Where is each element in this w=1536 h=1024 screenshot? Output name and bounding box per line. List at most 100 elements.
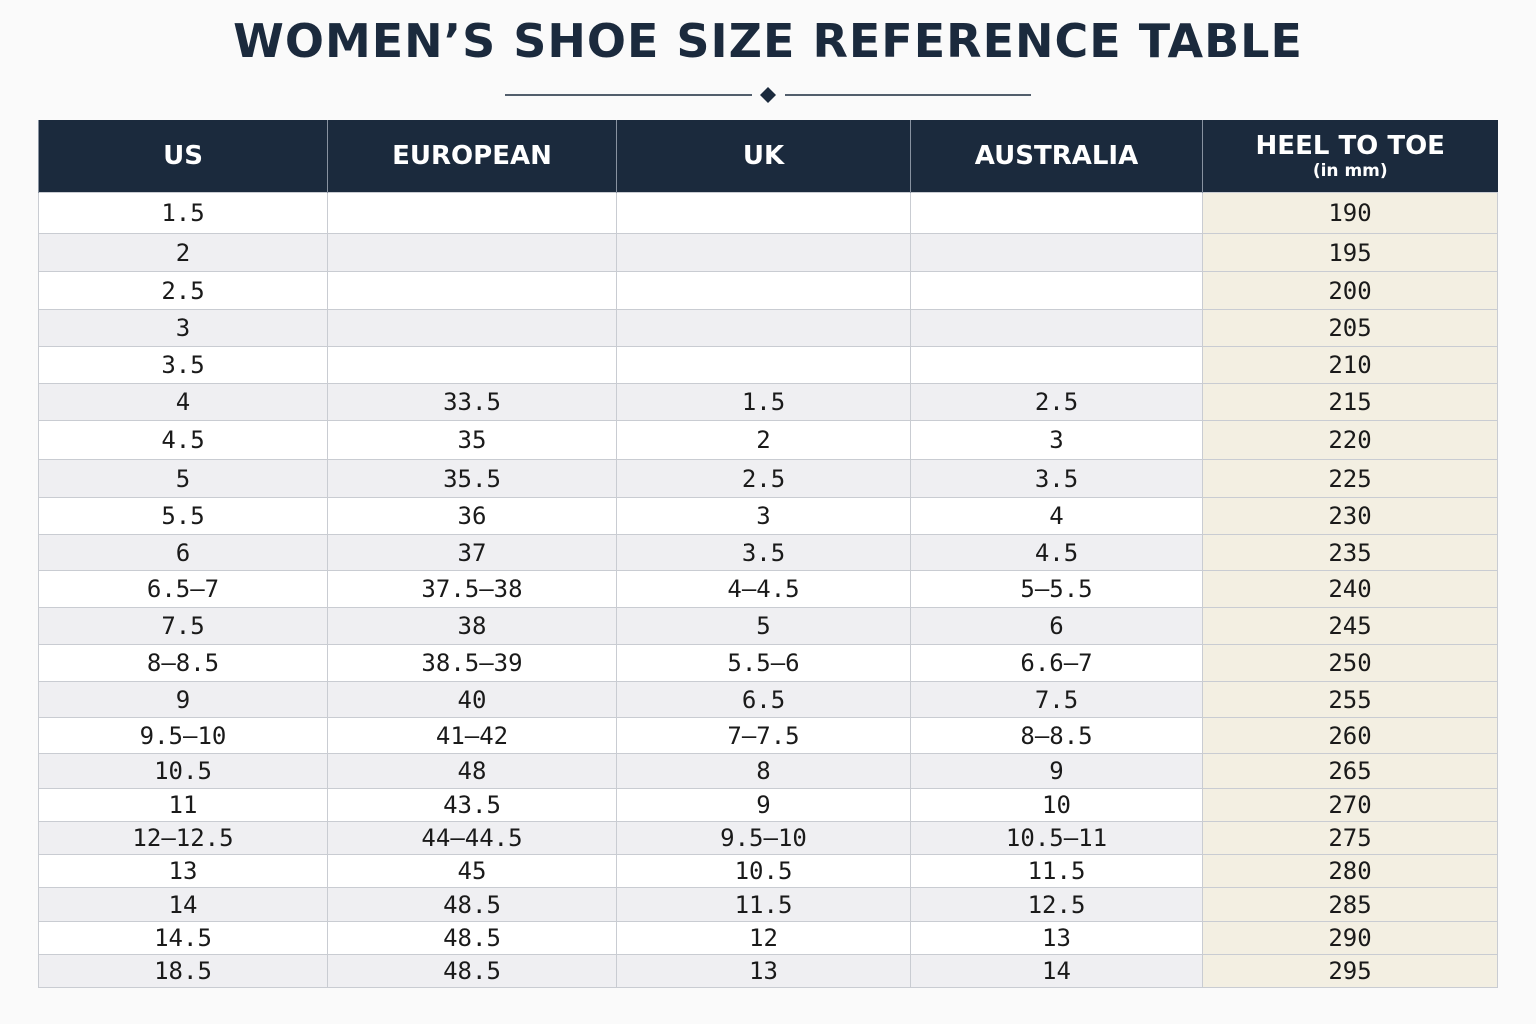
table-row: 10.5 48 8 9 265 (38, 753, 1498, 789)
table-cell: 1.5 (616, 383, 911, 421)
table-cell: 225 (1202, 459, 1498, 498)
table-cell: 48.5 (327, 921, 617, 955)
table-cell: 5 (616, 607, 911, 645)
table-cell: 12–12.5 (38, 821, 328, 855)
table-cell: 44–44.5 (327, 821, 617, 855)
table-row: 5.5 36 3 4 230 (38, 497, 1498, 535)
table-cell (327, 233, 617, 272)
table-cell: 14 (910, 954, 1203, 988)
table-cell (327, 271, 617, 310)
column-header: HEEL TO TOE (in mm) (1202, 120, 1498, 193)
table-cell: 210 (1202, 346, 1498, 384)
table-cell (616, 346, 911, 384)
table-cell: 6.5–7 (38, 570, 328, 608)
table-cell: 6.5 (616, 681, 911, 718)
table-cell: 205 (1202, 309, 1498, 347)
table-cell: 200 (1202, 271, 1498, 310)
table-cell: 10.5 (616, 854, 911, 888)
table-row: 13 45 10.5 11.5 280 (38, 854, 1498, 888)
table-cell: 35 (327, 420, 617, 460)
table-cell: 3.5 (910, 459, 1203, 498)
table-cell: 250 (1202, 644, 1498, 682)
table-cell: 5–5.5 (910, 570, 1203, 608)
table-cell (616, 271, 911, 310)
column-header-text: US (163, 141, 203, 171)
table-cell: 2.5 (616, 459, 911, 498)
table-cell: 6.6–7 (910, 644, 1203, 682)
table-cell: 43.5 (327, 788, 617, 822)
table-cell: 4 (38, 383, 328, 421)
column-header: UK (616, 120, 911, 193)
table-cell: 5 (38, 459, 328, 498)
table-cell: 255 (1202, 681, 1498, 718)
table-cell: 6 (38, 534, 328, 571)
table-cell: 33.5 (327, 383, 617, 421)
table-cell: 9 (38, 681, 328, 718)
table-cell: 7–7.5 (616, 717, 911, 754)
table-cell: 265 (1202, 753, 1498, 789)
table-cell: 1.5 (38, 192, 328, 234)
table-cell: 9 (910, 753, 1203, 789)
table-row: 18.5 48.5 13 14 295 (38, 954, 1498, 988)
table-row: 1.5 190 (38, 192, 1498, 234)
table-cell: 9.5–10 (616, 821, 911, 855)
column-header-text: AUSTRALIA (974, 141, 1139, 171)
table-cell (616, 233, 911, 272)
table-row: 14.5 48.5 12 13 290 (38, 921, 1498, 955)
table-cell: 11.5 (616, 887, 911, 922)
title-divider (505, 87, 1031, 103)
table-cell: 195 (1202, 233, 1498, 272)
column-unit: (in mm) (1312, 161, 1388, 181)
column-header-text: HEEL TO TOE (1255, 131, 1445, 161)
table-cell: 10 (910, 788, 1203, 822)
table-cell: 4 (910, 497, 1203, 535)
table-cell: 11.5 (910, 854, 1203, 888)
table-cell (910, 192, 1203, 234)
table-cell: 8–8.5 (38, 644, 328, 682)
table-cell: 7.5 (910, 681, 1203, 718)
table-cell: 240 (1202, 570, 1498, 608)
table-cell (616, 309, 911, 347)
table-cell: 36 (327, 497, 617, 535)
table-cell: 215 (1202, 383, 1498, 421)
table-row: 8–8.5 38.5–39 5.5–6 6.6–7 250 (38, 644, 1498, 682)
table-cell: 35.5 (327, 459, 617, 498)
table-cell: 37 (327, 534, 617, 571)
column-header: AUSTRALIA (910, 120, 1203, 193)
table-row: 2.5 200 (38, 271, 1498, 310)
table-cell: 3.5 (38, 346, 328, 384)
table-cell: 290 (1202, 921, 1498, 955)
table-cell: 13 (616, 954, 911, 988)
table-cell: 4.5 (38, 420, 328, 460)
table-cell (327, 346, 617, 384)
table-cell: 2 (616, 420, 911, 460)
table-cell: 275 (1202, 821, 1498, 855)
table-cell: 12 (616, 921, 911, 955)
table-row: 4.5 35 2 3 220 (38, 420, 1498, 460)
table-cell: 4–4.5 (616, 570, 911, 608)
table-cell: 2.5 (38, 271, 328, 310)
column-header: US (38, 120, 328, 193)
table-cell: 38 (327, 607, 617, 645)
table-cell: 37.5–38 (327, 570, 617, 608)
table-cell: 48 (327, 753, 617, 789)
table-cell: 9.5–10 (38, 717, 328, 754)
table-cell: 14 (38, 887, 328, 922)
table-cell (327, 309, 617, 347)
table-cell: 2.5 (910, 383, 1203, 421)
table-cell (910, 233, 1203, 272)
table-cell: 10.5–11 (910, 821, 1203, 855)
table-cell: 3 (38, 309, 328, 347)
table-cell: 14.5 (38, 921, 328, 955)
column-header-text: UK (742, 141, 785, 171)
table-cell: 235 (1202, 534, 1498, 571)
table-row: 11 43.5 9 10 270 (38, 788, 1498, 822)
table-cell (327, 192, 617, 234)
table-cell: 6 (910, 607, 1203, 645)
table-cell (910, 309, 1203, 347)
table-row: 3 205 (38, 309, 1498, 347)
table-cell: 11 (38, 788, 328, 822)
table-cell: 41–42 (327, 717, 617, 754)
table-cell: 285 (1202, 887, 1498, 922)
table-cell: 2 (38, 233, 328, 272)
